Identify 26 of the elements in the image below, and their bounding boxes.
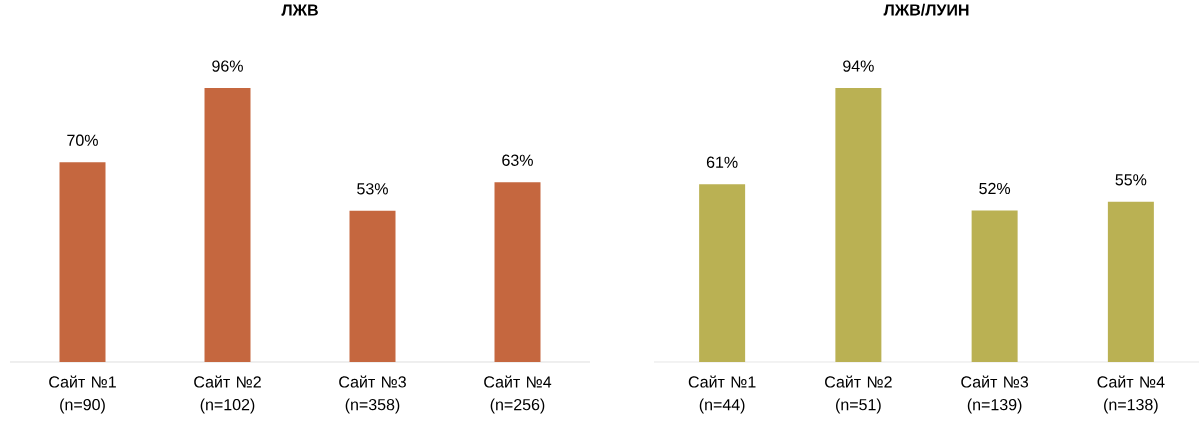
chart-title: ЛЖВ/ЛУИН	[883, 3, 969, 16]
x-tick-label: Сайт №1 (n=44)	[688, 375, 756, 414]
bar	[494, 182, 541, 362]
chart-title: ЛЖВ	[281, 4, 318, 16]
data-label: 61%	[706, 156, 738, 168]
x-tick-label: Сайт №2 (n=51)	[825, 375, 892, 414]
data-label: 55%	[1115, 174, 1147, 186]
x-tick-label: Сайт №3 (n=139)	[961, 375, 1029, 414]
bar	[971, 210, 1018, 362]
data-label: 94%	[843, 60, 874, 72]
bar	[699, 184, 746, 362]
x-tick-label: Сайт №4 (n=138)	[1097, 375, 1165, 414]
x-tick-label: Сайт №1 (n=90)	[49, 375, 116, 414]
data-label: 63%	[502, 154, 533, 166]
x-tick-label: Сайт №4 (n=256)	[484, 375, 552, 414]
x-tick-label: Сайт №3 (n=358)	[339, 375, 406, 414]
bar	[835, 87, 882, 362]
data-label: 53%	[357, 183, 388, 195]
x-tick-label: Сайт №2 (n=102)	[194, 375, 261, 414]
bar	[59, 162, 106, 362]
bar	[1107, 201, 1154, 362]
data-label: 96%	[212, 60, 243, 72]
data-label: 52%	[979, 182, 1011, 195]
bar	[204, 87, 251, 362]
data-label: 70%	[67, 134, 98, 146]
bar	[349, 210, 396, 362]
